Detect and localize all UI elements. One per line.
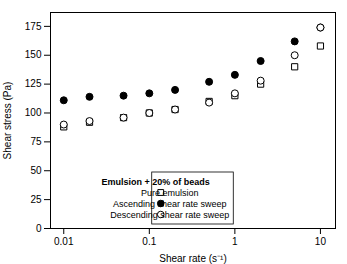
svg-text:Emulsion + 20% of beads: Emulsion + 20% of beads — [102, 177, 210, 187]
svg-text:Shear rate (s⁻¹): Shear rate (s⁻¹) — [159, 253, 226, 264]
svg-text:175: 175 — [25, 21, 42, 32]
svg-text:125: 125 — [25, 78, 42, 89]
svg-text:50: 50 — [30, 165, 42, 176]
svg-text:Shear stress (Pa): Shear stress (Pa) — [2, 82, 13, 160]
svg-text:75: 75 — [30, 136, 42, 147]
svg-text:25: 25 — [30, 194, 42, 205]
svg-text:Descending shear rate sweep: Descending shear rate sweep — [110, 210, 229, 220]
svg-text:Pure emulsion: Pure emulsion — [141, 188, 199, 198]
svg-text:0.1: 0.1 — [142, 236, 156, 247]
svg-text:150: 150 — [25, 49, 42, 60]
svg-text:0: 0 — [36, 223, 42, 234]
svg-text:0.01: 0.01 — [54, 236, 74, 247]
svg-text:Ascending shear rate sweep: Ascending shear rate sweep — [113, 199, 227, 209]
svg-text:1: 1 — [232, 236, 238, 247]
svg-text:100: 100 — [25, 107, 42, 118]
svg-text:10: 10 — [315, 236, 327, 247]
